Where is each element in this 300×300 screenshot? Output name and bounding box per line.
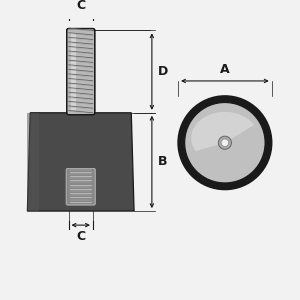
- Circle shape: [178, 96, 272, 190]
- Text: C: C: [76, 0, 85, 12]
- Bar: [27, 113, 39, 211]
- Polygon shape: [191, 112, 254, 151]
- Text: C: C: [76, 230, 85, 243]
- Text: B: B: [158, 155, 167, 168]
- FancyBboxPatch shape: [66, 169, 95, 205]
- Text: A: A: [220, 63, 230, 76]
- Polygon shape: [27, 113, 134, 211]
- Text: D: D: [158, 65, 168, 78]
- Circle shape: [221, 139, 229, 146]
- Circle shape: [184, 103, 265, 183]
- Bar: [71, 33, 76, 110]
- Circle shape: [218, 136, 231, 149]
- FancyBboxPatch shape: [67, 28, 95, 115]
